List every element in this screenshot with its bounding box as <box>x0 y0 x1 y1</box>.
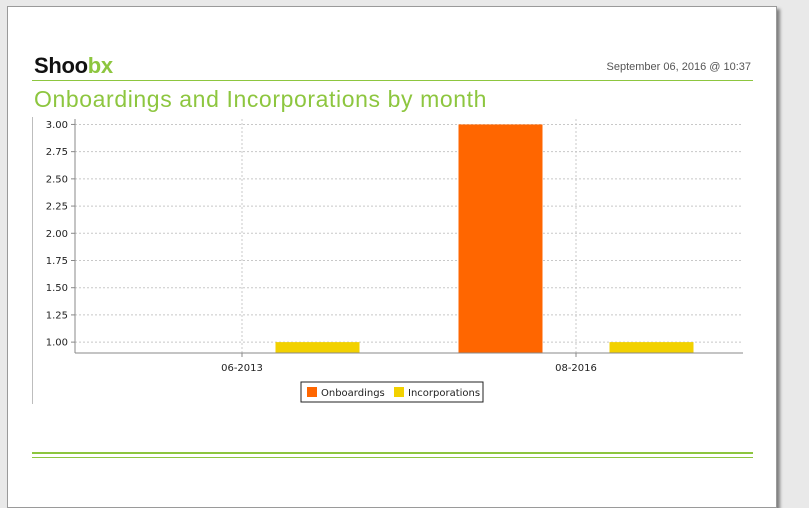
legend-swatch <box>394 387 404 397</box>
bar-incorporations <box>609 342 694 353</box>
y-tick-label: 1.25 <box>46 310 68 321</box>
page-title: Onboardings and Incorporations by month <box>34 86 487 112</box>
y-tick-label: 2.00 <box>46 229 68 240</box>
chart-left-border <box>32 117 33 404</box>
footer-divider-thick <box>32 452 753 454</box>
shoobx-logo: Shoobx <box>34 53 113 79</box>
y-tick-label: 1.00 <box>46 338 68 349</box>
legend-label: Onboardings <box>321 388 385 399</box>
logo-main: Shoo <box>34 53 88 78</box>
y-tick-label: 2.50 <box>46 174 68 185</box>
report-page <box>7 6 777 508</box>
logo-accent: bx <box>87 53 113 78</box>
legend-swatch <box>307 387 317 397</box>
legend: Onboardings Incorporations <box>300 381 484 403</box>
bar-onboardings <box>458 124 543 353</box>
x-tick-label: 06-2013 <box>221 363 263 374</box>
footer-divider-thin <box>32 457 753 458</box>
legend-box <box>300 381 484 403</box>
axes: 1.00 1.25 1.50 1.75 2.00 2.25 2.50 2.75 3.00 06-2… <box>46 119 743 374</box>
bar-incorporations <box>275 342 360 353</box>
y-tick-label: 1.50 <box>46 283 68 294</box>
y-tick-label: 1.75 <box>46 256 68 267</box>
y-tick-label: 2.75 <box>46 147 68 158</box>
grid-lines <box>75 119 743 353</box>
report-timestamp: September 06, 2016 @ 10:37 <box>606 61 752 73</box>
y-tick-label: 2.25 <box>46 202 68 213</box>
legend-label: Incorporations <box>408 388 480 399</box>
bars <box>275 124 694 353</box>
header-divider <box>32 80 753 81</box>
bar-chart: 1.00 1.25 1.50 1.75 2.00 2.25 2.50 2.75 3.00 06-2… <box>46 119 743 403</box>
y-tick-label: 3.00 <box>46 120 68 131</box>
x-tick-label: 08-2016 <box>555 363 597 374</box>
